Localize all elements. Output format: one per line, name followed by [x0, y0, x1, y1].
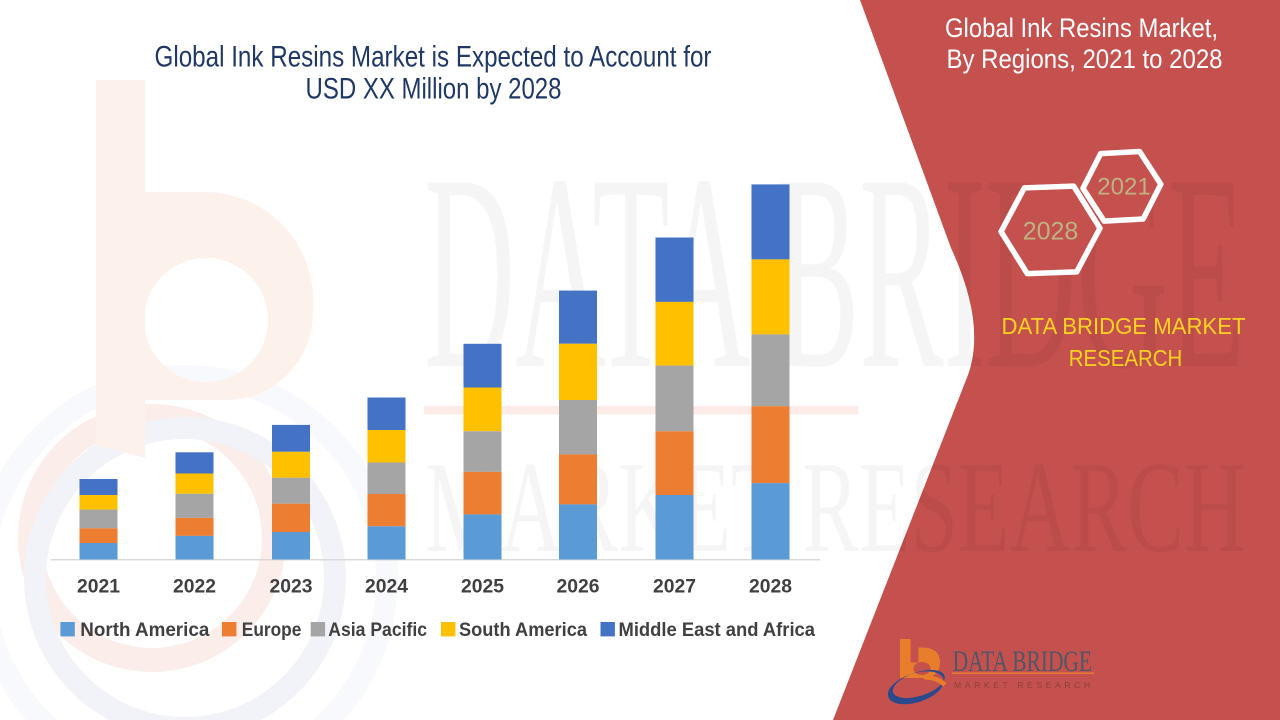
- svg-text:Europe: Europe: [242, 620, 301, 641]
- svg-text:2021: 2021: [77, 576, 120, 598]
- svg-text:RESEARCH: RESEARCH: [1069, 345, 1183, 371]
- svg-text:By Regions, 2021 to 2028: By Regions, 2021 to 2028: [947, 44, 1223, 74]
- svg-text:Asia Pacific: Asia Pacific: [328, 620, 427, 641]
- svg-text:DATA BRIDGE MARKET: DATA BRIDGE MARKET: [1002, 313, 1246, 339]
- svg-text:2028: 2028: [1023, 218, 1079, 246]
- svg-text:2024: 2024: [365, 576, 408, 598]
- svg-text:North America: North America: [80, 620, 209, 641]
- svg-text:2028: 2028: [749, 576, 792, 598]
- svg-text:2022: 2022: [173, 576, 216, 598]
- svg-text:2026: 2026: [557, 576, 600, 598]
- svg-text:2025: 2025: [461, 576, 504, 598]
- svg-text:USD XX Million by 2028: USD XX Million by 2028: [306, 73, 562, 106]
- svg-text:MARKET RESEARCH: MARKET RESEARCH: [954, 680, 1094, 690]
- svg-text:Global Ink Resins Market,: Global Ink Resins Market,: [945, 13, 1218, 43]
- svg-text:South America: South America: [459, 620, 587, 641]
- svg-text:2021: 2021: [1097, 174, 1150, 201]
- svg-text:Middle East and Africa: Middle East and Africa: [619, 620, 816, 641]
- svg-text:2027: 2027: [653, 576, 696, 598]
- svg-text:2023: 2023: [270, 576, 313, 598]
- svg-text:Global Ink Resins Market is Ex: Global Ink Resins Market is Expected to …: [155, 41, 712, 74]
